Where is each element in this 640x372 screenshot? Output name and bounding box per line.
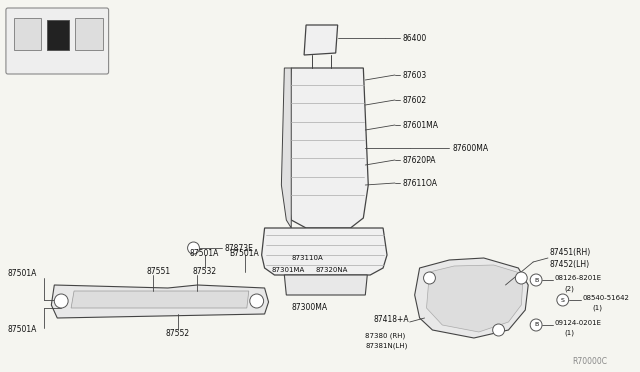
Circle shape bbox=[557, 294, 569, 306]
Circle shape bbox=[530, 319, 542, 331]
Text: B7501A: B7501A bbox=[229, 248, 259, 257]
Text: 08126-8201E: 08126-8201E bbox=[555, 275, 602, 281]
Text: R70000C: R70000C bbox=[572, 357, 607, 366]
Text: 87611OA: 87611OA bbox=[403, 179, 438, 187]
Circle shape bbox=[515, 272, 527, 284]
Text: 87551: 87551 bbox=[146, 266, 170, 276]
Polygon shape bbox=[284, 275, 367, 295]
Bar bbox=[75, 18, 102, 50]
Circle shape bbox=[250, 294, 264, 308]
Circle shape bbox=[188, 242, 200, 254]
Text: 08540-51642: 08540-51642 bbox=[582, 295, 629, 301]
Text: 87320NA: 87320NA bbox=[316, 267, 348, 273]
Polygon shape bbox=[304, 25, 338, 55]
Text: B: B bbox=[534, 323, 538, 327]
Polygon shape bbox=[282, 68, 291, 228]
Text: 87873E: 87873E bbox=[224, 244, 253, 253]
Text: 87301MA: 87301MA bbox=[271, 267, 305, 273]
Polygon shape bbox=[415, 258, 528, 338]
Text: 86400: 86400 bbox=[403, 33, 427, 42]
Text: 87501A: 87501A bbox=[8, 269, 37, 278]
Text: 09124-0201E: 09124-0201E bbox=[555, 320, 602, 326]
Text: 87532: 87532 bbox=[193, 266, 217, 276]
Text: 873110A: 873110A bbox=[291, 255, 323, 261]
Text: 87552: 87552 bbox=[166, 330, 190, 339]
Text: B: B bbox=[534, 278, 538, 282]
Text: (2): (2) bbox=[564, 286, 575, 292]
Text: 87300MA: 87300MA bbox=[291, 304, 328, 312]
Bar bbox=[47, 20, 69, 50]
Polygon shape bbox=[262, 228, 387, 275]
Text: 87381N(LH): 87381N(LH) bbox=[365, 343, 408, 349]
Text: 87602: 87602 bbox=[403, 96, 427, 105]
Text: 87600MA: 87600MA bbox=[452, 144, 488, 153]
Text: 87620PA: 87620PA bbox=[403, 155, 436, 164]
Text: 87451(RH): 87451(RH) bbox=[550, 248, 591, 257]
Text: (1): (1) bbox=[593, 305, 602, 311]
Bar bbox=[14, 18, 42, 50]
Circle shape bbox=[54, 294, 68, 308]
Text: 87601MA: 87601MA bbox=[403, 121, 439, 129]
Text: 87501A: 87501A bbox=[189, 248, 219, 257]
Polygon shape bbox=[51, 285, 269, 318]
Text: 87452(LH): 87452(LH) bbox=[550, 260, 590, 269]
Polygon shape bbox=[71, 291, 249, 308]
Text: (1): (1) bbox=[564, 330, 575, 336]
Text: 87418+A: 87418+A bbox=[373, 315, 409, 324]
Circle shape bbox=[493, 324, 504, 336]
Circle shape bbox=[530, 274, 542, 286]
Text: 87603: 87603 bbox=[403, 71, 427, 80]
Polygon shape bbox=[286, 68, 368, 228]
FancyBboxPatch shape bbox=[6, 8, 109, 74]
Polygon shape bbox=[426, 265, 524, 332]
Text: 87501A: 87501A bbox=[8, 326, 37, 334]
Circle shape bbox=[424, 272, 435, 284]
Text: S: S bbox=[561, 298, 564, 302]
Text: 87380 (RH): 87380 (RH) bbox=[365, 333, 406, 339]
